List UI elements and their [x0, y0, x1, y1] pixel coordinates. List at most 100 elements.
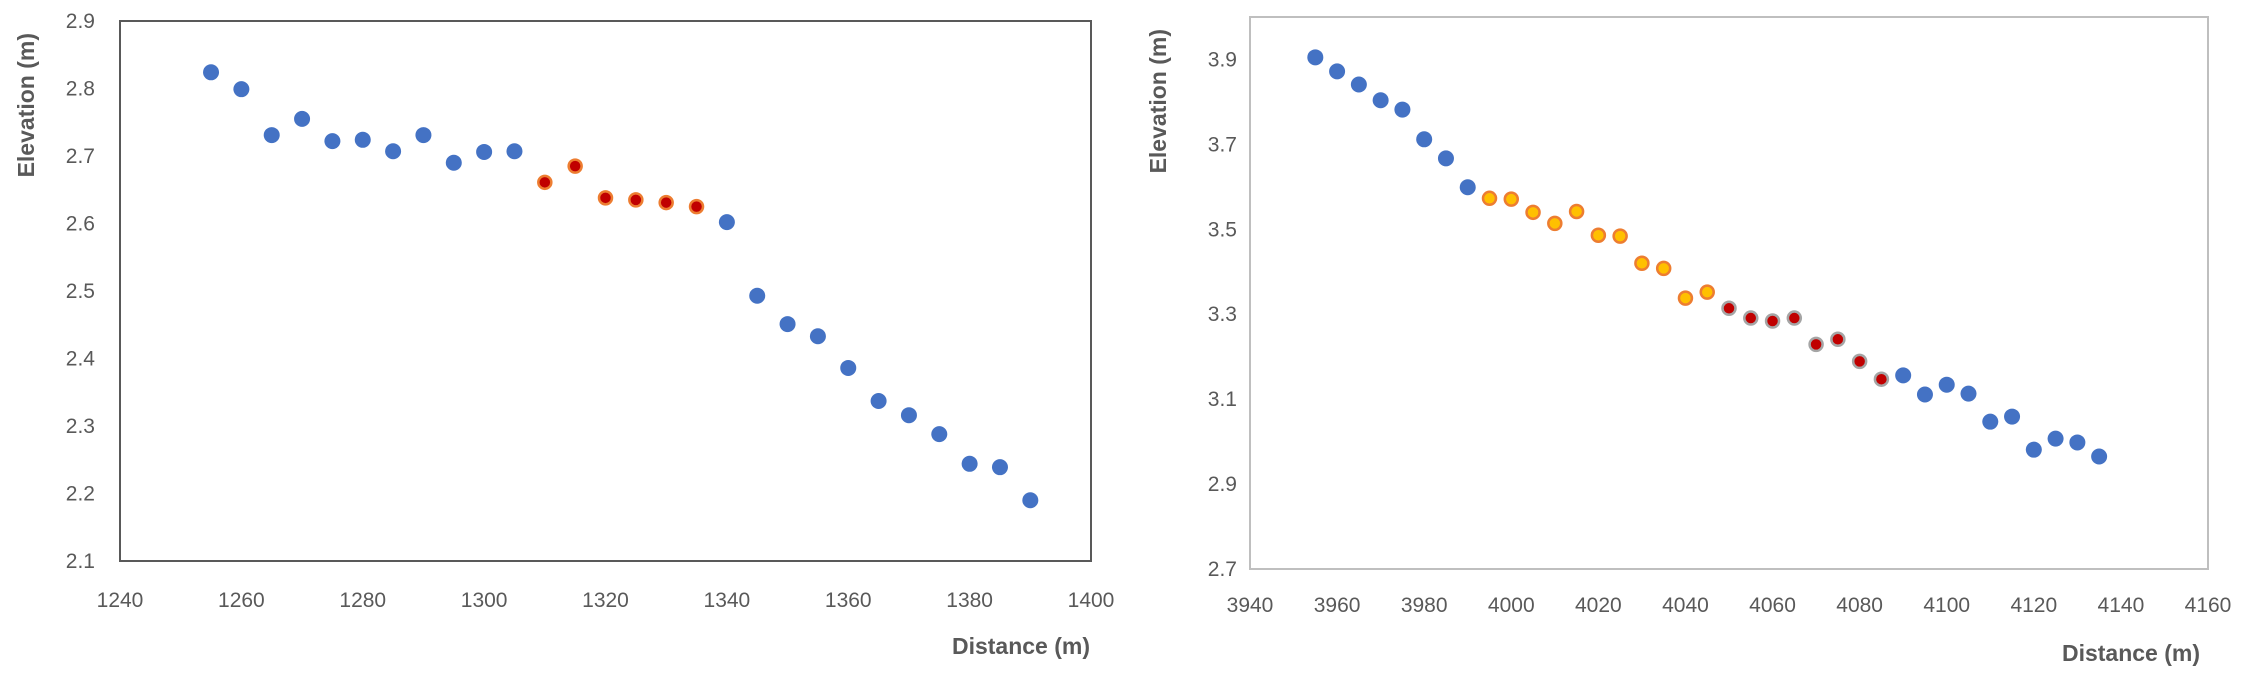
series-downstream [1895, 367, 2108, 465]
data-point [1634, 255, 1650, 272]
data-point [1743, 310, 1759, 326]
data-point [1481, 190, 1498, 207]
data-point [658, 194, 674, 211]
data-point [1503, 191, 1520, 207]
data-point [2025, 441, 2042, 458]
x-tick-label: 3940 [1227, 594, 1274, 617]
y-tick-label: 3.9 [1208, 48, 1237, 71]
data-point [1982, 413, 1999, 430]
y-tick-label: 2.1 [66, 550, 95, 573]
data-point [718, 214, 735, 231]
data-point [1437, 150, 1454, 167]
data-point [597, 190, 614, 206]
y-tick-label: 2.9 [1208, 473, 1237, 496]
x-tick-label: 3960 [1314, 594, 1361, 617]
series-highlighted-orange [1481, 190, 1715, 306]
y-tick-label: 2.2 [66, 483, 95, 506]
data-point [1459, 179, 1476, 196]
data-point [354, 131, 371, 148]
data-point [415, 127, 432, 144]
data-point [1350, 76, 1367, 93]
data-point [1851, 353, 1868, 370]
data-point [688, 198, 705, 215]
x-tick-label: 4000 [1488, 594, 1535, 617]
data-point [961, 455, 978, 472]
y-tick-label: 2.6 [66, 213, 95, 236]
data-point [900, 407, 917, 424]
data-point [1916, 386, 1933, 403]
plot-area-border [1249, 16, 2209, 570]
x-tick-label: 1360 [825, 589, 872, 612]
x-tick-label: 4160 [2185, 594, 2232, 617]
data-point [809, 328, 826, 345]
chart-canvas: 2.1 2.2 2.3 2.4 2.5 2.6 2.7 2.8 2.9 1240 1260 1280 1… [13, 10, 1115, 659]
data-point [1655, 260, 1672, 277]
data-point [1022, 492, 1039, 509]
x-tick-label: 1380 [946, 589, 993, 612]
x-tick-label: 1240 [97, 589, 144, 612]
data-point [1677, 290, 1694, 306]
data-point [1960, 385, 1977, 402]
data-point [233, 81, 250, 98]
y-tick-label: 3.5 [1208, 218, 1237, 241]
data-point [1307, 49, 1324, 66]
data-point [840, 359, 857, 376]
x-tick-label: 1400 [1068, 589, 1115, 612]
y-tick-label: 3.7 [1208, 133, 1237, 156]
x-tick-label: 4060 [1749, 594, 1796, 617]
x-tick-label: 1260 [218, 589, 265, 612]
data-point [2004, 408, 2021, 425]
x-tick-label: 3980 [1401, 594, 1448, 617]
x-axis-title: Distance (m) [2062, 640, 2200, 666]
data-point [1808, 336, 1824, 353]
x-axis-title: Distance (m) [952, 633, 1090, 659]
x-tick-label: 1300 [461, 589, 508, 612]
data-point [567, 158, 583, 174]
x-tick-label: 4020 [1575, 594, 1622, 617]
x-tick-label: 4100 [1923, 594, 1970, 617]
plot-area-border [119, 20, 1092, 562]
data-point [1394, 101, 1411, 118]
series-upstream [1307, 49, 1476, 196]
data-point [2091, 448, 2108, 465]
data-point [324, 133, 341, 150]
series-highlighted [537, 158, 705, 215]
series-upstream [203, 64, 523, 171]
chart-canvas: 2.7 2.9 3.1 3.3 3.5 3.7 3.9 3940 3960 3980 4000 402… [1145, 16, 2232, 666]
y-tick-label: 2.5 [66, 280, 95, 303]
y-tick-label: 2.8 [66, 78, 95, 101]
data-point [1699, 284, 1715, 300]
data-point [1721, 300, 1737, 317]
data-point [1764, 313, 1781, 329]
data-point [1416, 131, 1433, 148]
data-point [385, 143, 402, 160]
x-tick-label: 4040 [1662, 594, 1709, 617]
data-point [870, 393, 887, 410]
y-tick-label: 3.1 [1208, 388, 1237, 411]
y-tick-label: 2.3 [66, 415, 95, 438]
data-point [749, 287, 766, 304]
data-point [263, 127, 280, 144]
data-point [1372, 92, 1389, 109]
data-point [1329, 63, 1346, 80]
data-point [2069, 434, 2086, 451]
data-point [1612, 228, 1628, 244]
x-tick-label: 1280 [339, 589, 386, 612]
data-point [1786, 310, 1803, 326]
data-point [931, 426, 948, 443]
y-tick-label: 2.7 [66, 145, 95, 168]
x-tick-label: 1340 [704, 589, 751, 612]
x-tick-label: 1320 [582, 589, 629, 612]
data-point [1525, 204, 1541, 221]
data-point [991, 459, 1008, 476]
x-tick-label: 4140 [2098, 594, 2145, 617]
data-point [537, 174, 553, 191]
series-downstream [718, 214, 1039, 509]
elevation-profile-chart-left: 2.1 2.2 2.3 2.4 2.5 2.6 2.7 2.8 2.9 1240 1260 1280 1… [0, 0, 1120, 680]
y-tick-label: 2.7 [1208, 558, 1237, 581]
data-point [445, 154, 462, 171]
data-point [506, 143, 523, 160]
x-tick-label: 4120 [2010, 594, 2057, 617]
data-point [2047, 430, 2064, 447]
data-point [1568, 203, 1585, 220]
